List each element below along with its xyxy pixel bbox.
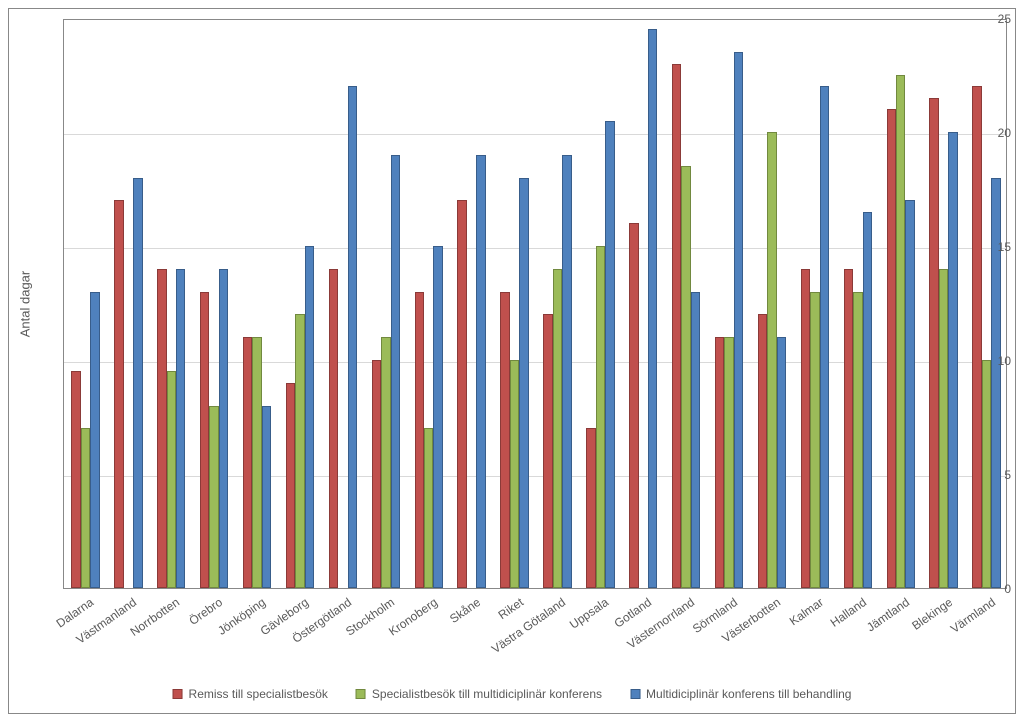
legend-item: Multidiciplinär konferens till behandlin… bbox=[630, 687, 851, 701]
x-tick-label: Skåne bbox=[447, 595, 483, 626]
bar-s3 bbox=[219, 269, 228, 588]
bar-s1 bbox=[329, 269, 338, 588]
bar-s3 bbox=[863, 212, 872, 588]
bar-s3 bbox=[305, 246, 314, 588]
bar-s3 bbox=[519, 178, 528, 588]
y-tick-label: 25 bbox=[963, 12, 1011, 26]
bar-s1 bbox=[758, 314, 767, 588]
bar-s3 bbox=[348, 86, 357, 588]
chart-frame: 0510152025 Antal dagar DalarnaVästmanlan… bbox=[8, 8, 1016, 714]
legend: Remiss till specialistbesök Specialistbes… bbox=[173, 687, 852, 701]
bar-s2 bbox=[596, 246, 605, 588]
bar-s2 bbox=[767, 132, 776, 588]
bar-s2 bbox=[939, 269, 948, 588]
bar-s1 bbox=[972, 86, 981, 588]
bar-s3 bbox=[691, 292, 700, 588]
legend-swatch bbox=[356, 689, 366, 699]
bar-s2 bbox=[209, 406, 218, 588]
bar-s3 bbox=[562, 155, 571, 588]
legend-swatch bbox=[630, 689, 640, 699]
bar-s1 bbox=[543, 314, 552, 588]
x-tick-label: Kalmar bbox=[787, 595, 826, 628]
x-tick-label: Riket bbox=[495, 595, 525, 622]
bar-s1 bbox=[586, 428, 595, 588]
bar-s3 bbox=[777, 337, 786, 588]
x-tick-label: Uppsala bbox=[567, 595, 611, 632]
bar-s1 bbox=[457, 200, 466, 588]
bar-s2 bbox=[510, 360, 519, 588]
bar-s3 bbox=[90, 292, 99, 588]
legend-label: Remiss till specialistbesök bbox=[189, 687, 328, 701]
bar-s3 bbox=[948, 132, 957, 588]
x-tick-label: Jämtland bbox=[864, 595, 912, 634]
bar-s3 bbox=[734, 52, 743, 588]
x-tick-label: Värmland bbox=[947, 595, 997, 636]
bar-s1 bbox=[372, 360, 381, 588]
bar-s3 bbox=[648, 29, 657, 588]
legend-label: Specialistbesök till multidiciplinär kon… bbox=[372, 687, 602, 701]
bar-s3 bbox=[391, 155, 400, 588]
bar-s2 bbox=[810, 292, 819, 588]
y-tick-label: 5 bbox=[963, 468, 1011, 482]
bar-s2 bbox=[295, 314, 304, 588]
bar-s3 bbox=[820, 86, 829, 588]
bar-s3 bbox=[433, 246, 442, 588]
y-tick-label: 10 bbox=[963, 354, 1011, 368]
bar-s1 bbox=[929, 98, 938, 588]
x-tick-label: Halland bbox=[827, 595, 868, 630]
bar-s2 bbox=[81, 428, 90, 588]
y-tick-label: 0 bbox=[963, 582, 1011, 596]
legend-item: Specialistbesök till multidiciplinär kon… bbox=[356, 687, 602, 701]
bar-s1 bbox=[114, 200, 123, 588]
bar-s2 bbox=[724, 337, 733, 588]
bar-s3 bbox=[605, 121, 614, 588]
y-tick-label: 20 bbox=[963, 126, 1011, 140]
bar-s1 bbox=[71, 371, 80, 588]
bar-s1 bbox=[157, 269, 166, 588]
bar-s3 bbox=[176, 269, 185, 588]
bar-s2 bbox=[681, 166, 690, 588]
bar-s1 bbox=[286, 383, 295, 588]
bar-s2 bbox=[381, 337, 390, 588]
x-tick-label: Blekinge bbox=[909, 595, 955, 633]
legend-swatch bbox=[173, 689, 183, 699]
bar-s1 bbox=[844, 269, 853, 588]
bar-s3 bbox=[905, 200, 914, 588]
plot-area bbox=[63, 19, 1007, 589]
bar-s1 bbox=[801, 269, 810, 588]
bar-s2 bbox=[252, 337, 261, 588]
bar-s1 bbox=[715, 337, 724, 588]
bar-s3 bbox=[476, 155, 485, 588]
y-axis-title: Antal dagar bbox=[18, 271, 33, 338]
bar-s1 bbox=[629, 223, 638, 588]
bar-s1 bbox=[672, 64, 681, 588]
gridline bbox=[64, 134, 1006, 135]
bar-s2 bbox=[553, 269, 562, 588]
legend-item: Remiss till specialistbesök bbox=[173, 687, 328, 701]
bar-s2 bbox=[853, 292, 862, 588]
bar-s1 bbox=[243, 337, 252, 588]
bar-s1 bbox=[500, 292, 509, 588]
y-tick-label: 15 bbox=[963, 240, 1011, 254]
bar-s1 bbox=[200, 292, 209, 588]
bar-s2 bbox=[896, 75, 905, 588]
bar-s3 bbox=[262, 406, 271, 588]
bar-s2 bbox=[424, 428, 433, 588]
legend-label: Multidiciplinär konferens till behandlin… bbox=[646, 687, 851, 701]
x-tick-label: Västra Götaland bbox=[489, 595, 568, 656]
bar-s2 bbox=[167, 371, 176, 588]
bar-s3 bbox=[133, 178, 142, 588]
bar-s1 bbox=[887, 109, 896, 588]
bar-s1 bbox=[415, 292, 424, 588]
